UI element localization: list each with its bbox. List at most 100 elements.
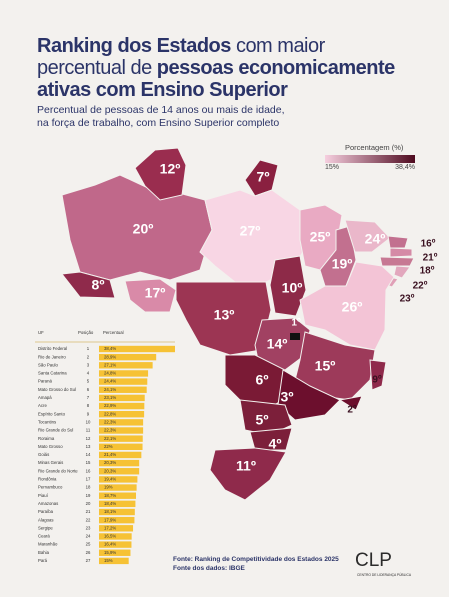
state-name: Mato Grosso do Sul — [38, 387, 76, 392]
subtitle: Percentual de pessoas de 14 anos ou mais… — [37, 104, 285, 116]
state-name: Minas Gerais — [38, 460, 63, 465]
state-shape — [175, 281, 272, 356]
percent-label: 24,1% — [104, 387, 116, 392]
subtitle: na força de trabalho, com Ensino Superio… — [37, 117, 279, 129]
position: 4 — [87, 371, 90, 376]
state-shape — [379, 256, 415, 267]
percent-label: 15,9% — [104, 550, 116, 555]
title-line-2: percentual de pessoas economicamente — [37, 57, 395, 79]
position: 9 — [87, 411, 90, 416]
state-rank-label: 4º — [269, 436, 282, 452]
state-shape — [393, 265, 411, 279]
bar — [99, 484, 137, 491]
percent-label: 24,8% — [104, 371, 116, 376]
position: 13 — [86, 444, 91, 449]
state-rank-label: 25º — [310, 229, 331, 245]
state-name: Paraíba — [38, 509, 54, 514]
bar — [99, 459, 140, 467]
column-header: Percentual — [103, 330, 124, 335]
position: 17 — [86, 477, 91, 482]
state-name: Amapá — [38, 395, 52, 400]
state-rank-label: 17º — [145, 285, 166, 301]
title-bold: pessoas economicamente — [157, 57, 395, 79]
state-rank-label: 13º — [214, 307, 235, 323]
title-normal: com maior — [236, 35, 326, 57]
percent-label: 22% — [104, 444, 113, 449]
bar — [99, 362, 153, 369]
bar — [99, 378, 148, 385]
df-marker — [290, 333, 300, 340]
percent-label: 28,9% — [104, 354, 116, 359]
state-shape — [124, 278, 177, 313]
state-shape — [369, 359, 387, 391]
state-name: Rio de Janeiro — [38, 354, 66, 359]
percent-label: 22,8% — [104, 411, 116, 416]
state-name: São Paulo — [38, 362, 58, 367]
title-normal: percentual de — [37, 57, 152, 79]
state-name: Alagoas — [38, 517, 54, 522]
state-rank-label: 14º — [267, 336, 288, 352]
percent-label: 16,4% — [104, 542, 116, 547]
title-line-1: Ranking dos Estados com maior — [37, 35, 326, 57]
percent-label: 20,3% — [104, 468, 116, 473]
bar — [99, 353, 157, 361]
state-rank-label: 8º — [92, 277, 105, 293]
percent-label: 22,3% — [104, 419, 116, 424]
percent-label: 22,9% — [104, 403, 116, 408]
percent-label: 16,5% — [104, 534, 116, 539]
bar — [99, 394, 145, 402]
state-rank-label: 7º — [257, 169, 270, 185]
state-name: Rio Grande do Sul — [38, 428, 73, 433]
position: 6 — [87, 387, 90, 392]
state-rank-label: 10º — [282, 280, 303, 296]
state-rank-label: 20º — [133, 221, 154, 237]
state-name: Ceará — [38, 534, 50, 539]
state-rank-label: 24º — [365, 231, 386, 247]
state-rank-label: 9º — [372, 375, 382, 386]
bar — [99, 557, 129, 565]
state-shape — [269, 255, 307, 317]
state-name: Bahia — [38, 550, 50, 555]
percent-label: 38,4% — [104, 346, 116, 351]
bar — [99, 443, 143, 450]
state-shape — [134, 147, 187, 201]
percent-label: 27,1% — [104, 362, 116, 367]
bar — [99, 476, 138, 483]
percent-label: 22,1% — [104, 436, 116, 441]
percent-label: 24,4% — [104, 379, 116, 384]
percent-label: 22,3% — [104, 428, 116, 433]
bar — [99, 533, 132, 540]
bar — [99, 419, 144, 426]
legend-gradient — [325, 155, 415, 163]
position: 12 — [86, 436, 91, 441]
state-shape — [344, 219, 391, 253]
percent-label: 23,1% — [104, 395, 116, 400]
state-rank-label: 27º — [240, 223, 261, 239]
state-rank-label: 26º — [342, 299, 363, 315]
state-rank-label: 18º — [420, 266, 435, 277]
ranking-table: UF Posição Percentual Distrito Federal 1 38,4… — [35, 330, 175, 565]
position: 2 — [87, 354, 90, 359]
legend-min: 15% — [325, 164, 339, 171]
bar — [99, 402, 145, 410]
bar — [99, 435, 143, 442]
position: 16 — [86, 468, 91, 473]
position: 26 — [86, 550, 91, 555]
state-name: Rondônia — [38, 477, 57, 482]
bar — [99, 516, 135, 524]
position: 7 — [87, 395, 90, 400]
position: 10 — [86, 419, 91, 424]
state-rank-label: 16º — [421, 239, 436, 250]
position: 15 — [86, 460, 91, 465]
percent-label: 15% — [104, 558, 113, 563]
column-header: Posição — [78, 330, 94, 335]
data-source: Fonte dos dados: IBGE — [173, 565, 246, 572]
position: 1 — [87, 346, 90, 351]
state-name: Pará — [38, 558, 48, 563]
state-rank-label: 23º — [400, 294, 415, 305]
state-rank-label: 1º — [291, 318, 301, 329]
state-rank-label: 5º — [256, 412, 269, 428]
state-rank-label: 11º — [236, 458, 256, 474]
state-name: Distrito Federal — [38, 346, 67, 351]
